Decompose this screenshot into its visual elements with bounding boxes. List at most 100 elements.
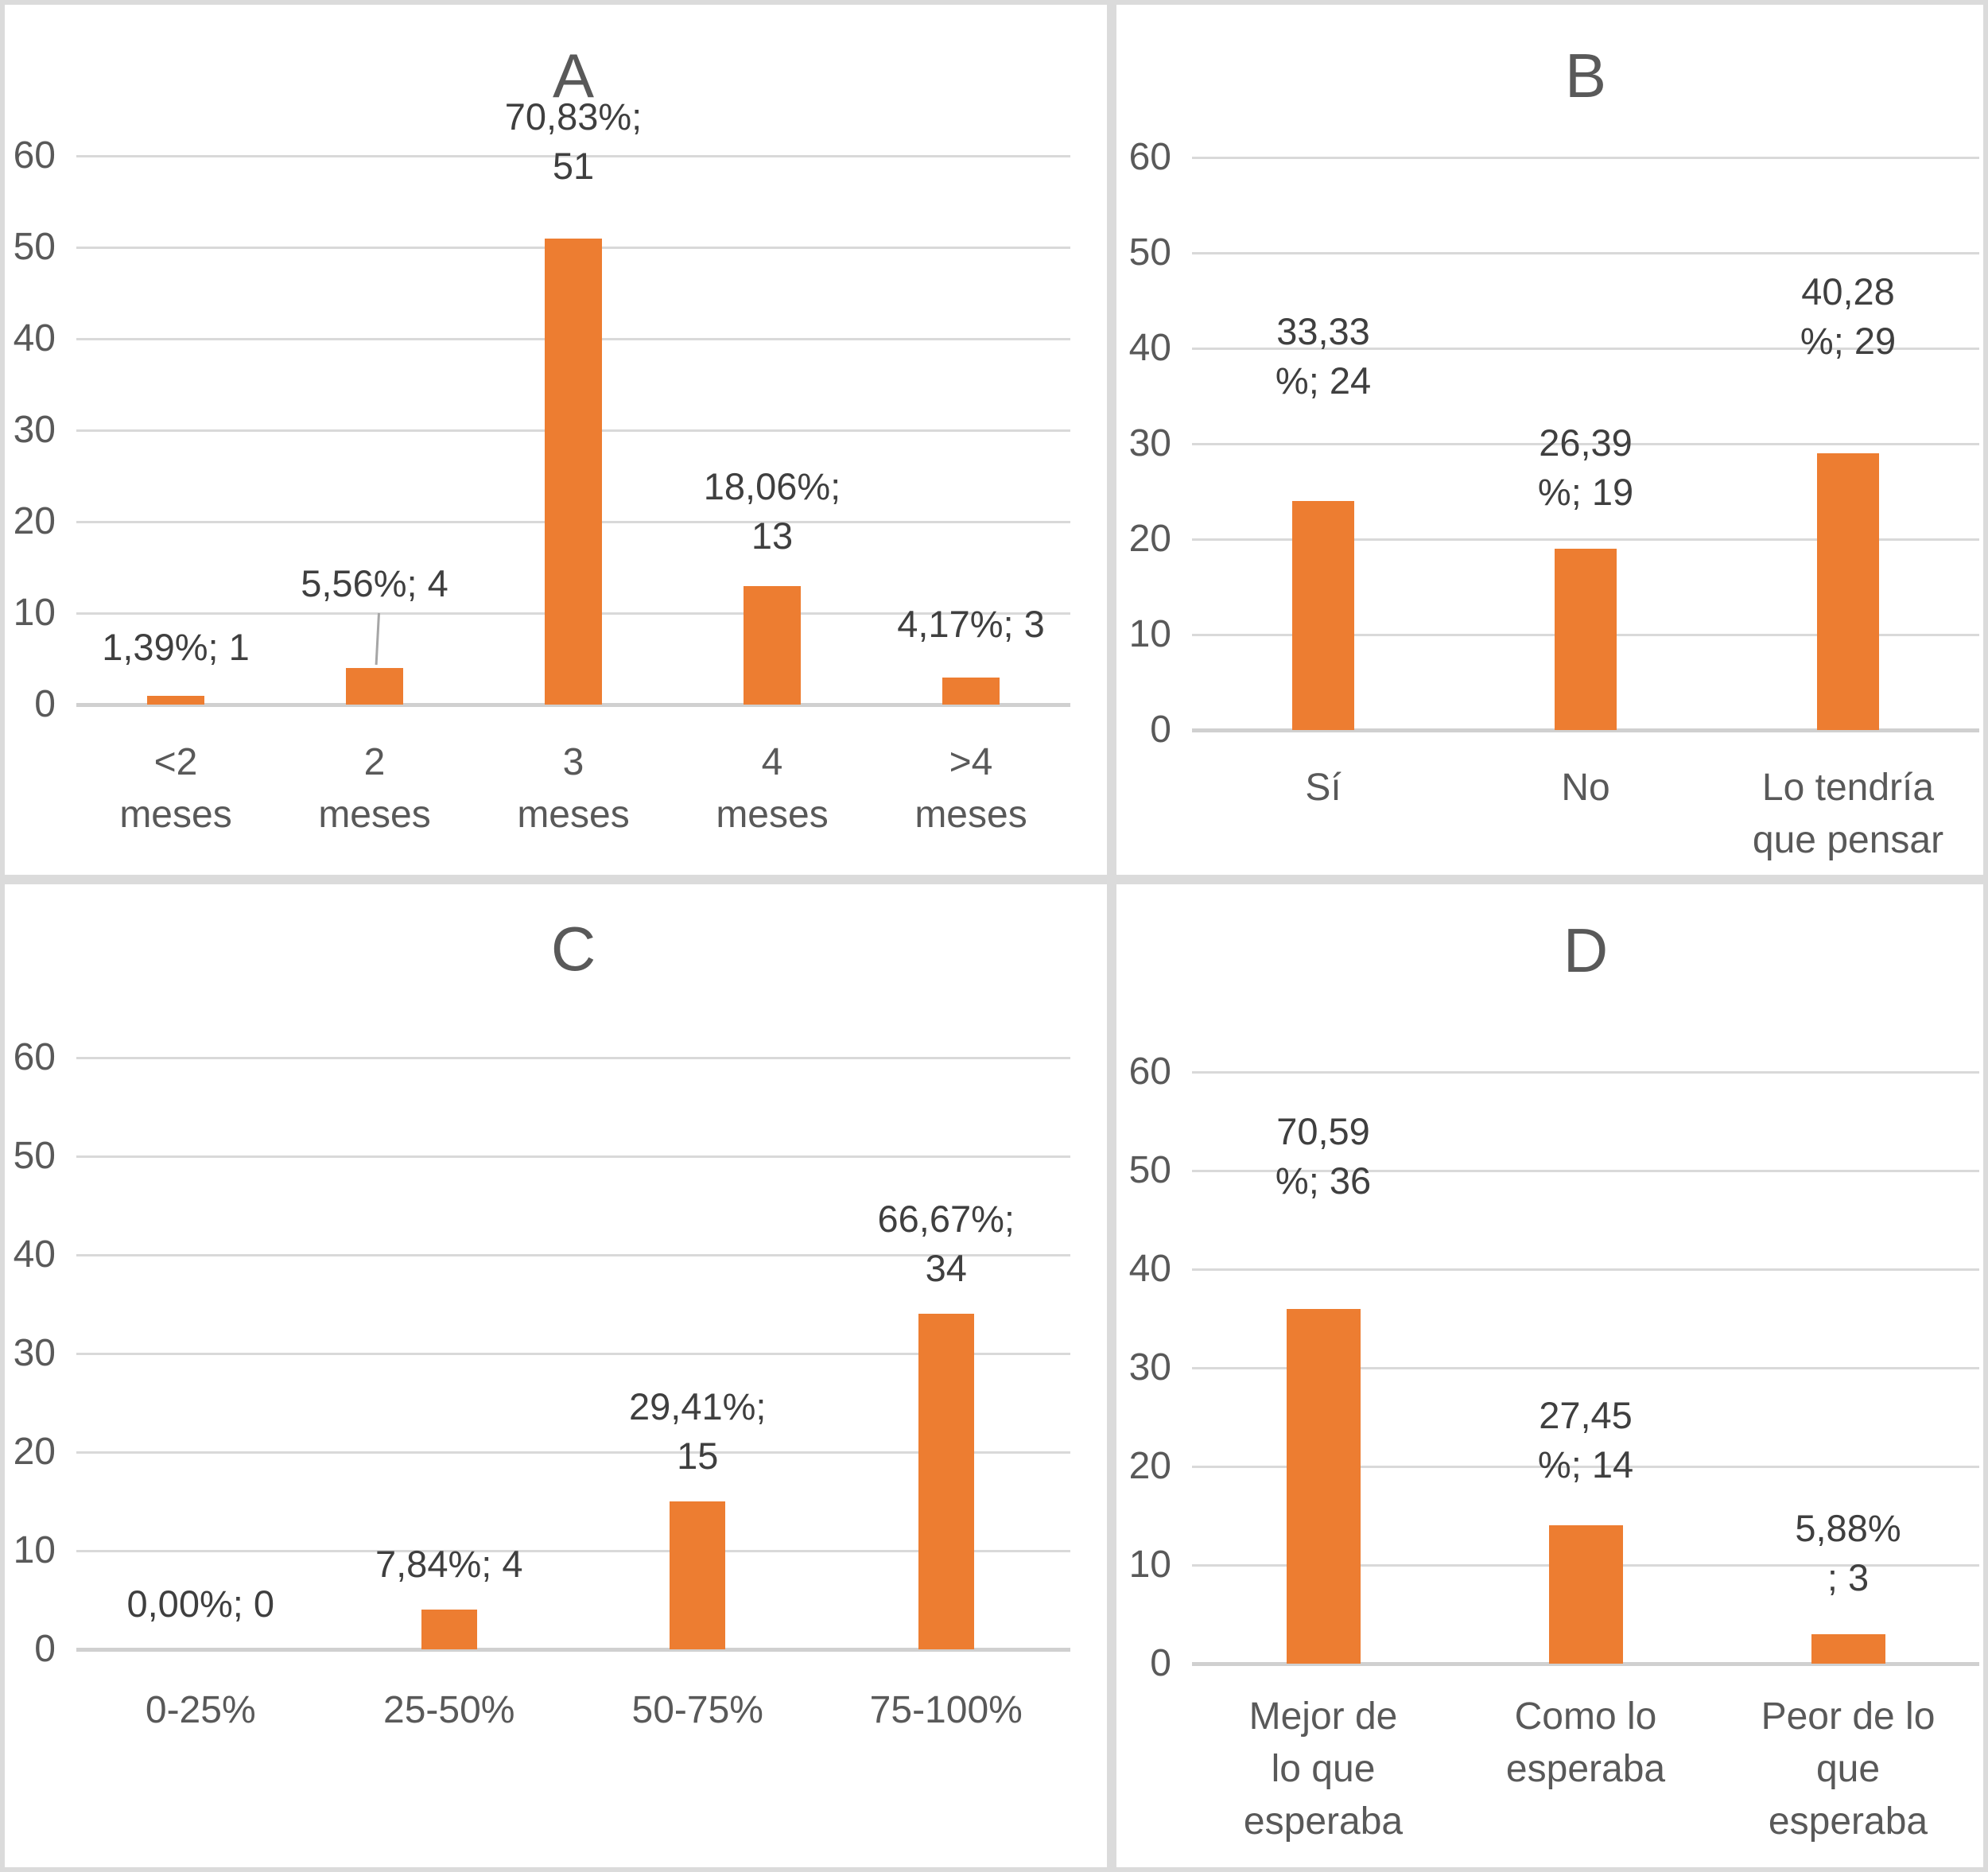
y-tick-label: 60 — [13, 134, 56, 177]
y-tick-label: 30 — [1128, 1346, 1171, 1388]
bar — [670, 1501, 726, 1649]
x-axis-label: Sí — [1305, 767, 1342, 809]
data-label: 5,88%; 3 — [1795, 1506, 1901, 1598]
bar — [1548, 1525, 1623, 1664]
data-label: 40,28%; 29 — [1800, 270, 1897, 362]
plot-area-d: 0 10 20 30 40 50 60 70,59%; 36 Mejor de lo que esp… — [1116, 884, 1983, 1867]
plot-area-c: 0 10 20 30 40 50 60 0,00%; 0 0-25% 7,84%; 4 25-50%… — [5, 884, 1107, 1867]
plot-area-a: 0 10 20 30 40 50 60 1,39%; 1 <2 meses 5,56%; 4 2 mes… — [5, 5, 1107, 875]
data-label: 70,83%; 51 — [504, 95, 643, 187]
data-label: 29,41%; 15 — [629, 1385, 767, 1477]
bar — [346, 668, 403, 705]
chart-title-c: C — [550, 914, 596, 984]
x-axis-label: Peor de lo que esperaba — [1761, 1695, 1936, 1843]
x-axis-label: 25-50% — [383, 1689, 515, 1731]
data-label: 33,33%; 24 — [1275, 310, 1372, 402]
y-tick-label: 10 — [1128, 613, 1171, 655]
x-axis-line — [76, 703, 1070, 707]
gridline — [1192, 1466, 1979, 1468]
gridline — [76, 1353, 1070, 1355]
bar — [918, 1314, 974, 1649]
y-tick-label: 30 — [13, 1332, 56, 1374]
y-tick-label: 20 — [1128, 1445, 1171, 1487]
y-tick-label: 40 — [1128, 327, 1171, 369]
gridline — [1192, 1367, 1979, 1369]
y-tick-label: 0 — [34, 1628, 56, 1670]
chart-title-b: B — [1564, 41, 1607, 111]
y-tick-label: 60 — [13, 1036, 56, 1078]
gridline — [76, 1057, 1070, 1059]
x-axis-label: No — [1561, 767, 1610, 809]
x-axis-label: Como lo esperaba — [1505, 1695, 1666, 1790]
y-tick-label: 40 — [1128, 1248, 1171, 1290]
data-label: 70,59%; 36 — [1275, 1109, 1372, 1202]
chart-panel-c: C 0 10 20 30 40 50 60 0,00%; 0 0-25% 7,84%; 4 25-5… — [0, 880, 1112, 1872]
y-tick-label: 50 — [1128, 231, 1171, 274]
chart-panel-b: B 0 10 20 30 40 50 60 33,33%; 24 Sí 26,39%; 19 No 4… — [1112, 0, 1988, 880]
y-tick-label: 40 — [13, 317, 56, 359]
data-label: 7,84%; 4 — [375, 1543, 523, 1586]
y-tick-label: 50 — [13, 226, 56, 268]
chart-panel-d: D 0 10 20 30 40 50 60 70,59%; 36 Mejor de lo que e… — [1112, 880, 1988, 1872]
x-axis-label: 50-75% — [631, 1689, 763, 1731]
data-label: 0,00%; 0 — [126, 1583, 275, 1625]
gridline — [1192, 1170, 1979, 1172]
x-axis-label: >4 meses — [914, 741, 1027, 836]
y-tick-label: 50 — [13, 1135, 56, 1177]
gridline — [76, 1451, 1070, 1454]
x-axis-label: 0-25% — [145, 1689, 256, 1731]
x-axis-label: 3 meses — [517, 741, 630, 836]
data-label: 27,45%; 14 — [1537, 1394, 1634, 1486]
bar — [1286, 1308, 1361, 1664]
x-axis-line — [76, 1648, 1070, 1652]
gridline — [76, 155, 1070, 157]
y-tick-label: 10 — [13, 592, 56, 634]
y-tick-label: 30 — [1128, 422, 1171, 464]
data-label: 5,56%; 4 — [301, 562, 448, 604]
y-tick-label: 50 — [1128, 1149, 1171, 1191]
y-tick-label: 40 — [13, 1233, 56, 1276]
chart-title-a: A — [552, 41, 595, 111]
gridline — [1192, 348, 1979, 350]
x-axis-label: 75-100% — [869, 1689, 1023, 1731]
y-tick-label: 0 — [34, 683, 56, 725]
data-label: 66,67%; 34 — [877, 1198, 1015, 1290]
x-axis-label: <2 meses — [119, 741, 232, 836]
data-label: 18,06%; 13 — [703, 464, 841, 557]
x-axis-label: Lo tendría que pensar — [1752, 767, 1944, 861]
x-axis-line — [1192, 1662, 1979, 1666]
y-tick-label: 0 — [1150, 1642, 1171, 1684]
data-label: 26,39%; 19 — [1537, 421, 1634, 513]
y-tick-label: 20 — [13, 1431, 56, 1473]
gridline — [1192, 1071, 1979, 1074]
bar — [1811, 1633, 1885, 1664]
bar — [942, 677, 1000, 705]
bar — [1817, 453, 1879, 730]
y-tick-label: 60 — [1128, 136, 1171, 178]
gridline — [1192, 157, 1979, 159]
chart-title-d: D — [1563, 915, 1609, 985]
bar — [545, 238, 602, 705]
gridline — [1192, 538, 1979, 541]
y-tick-label: 0 — [1150, 709, 1171, 751]
gridline — [1192, 252, 1979, 254]
bar — [1292, 501, 1354, 730]
gridline — [76, 1550, 1070, 1552]
y-tick-label: 60 — [1128, 1051, 1171, 1093]
x-axis-label: 2 meses — [318, 741, 431, 836]
bar — [744, 585, 801, 705]
bar — [1555, 549, 1617, 730]
data-label: 1,39%; 1 — [102, 625, 250, 668]
y-tick-label: 20 — [13, 500, 56, 542]
bar — [147, 695, 204, 705]
y-tick-label: 10 — [13, 1529, 56, 1571]
x-axis-line — [1192, 728, 1979, 732]
gridline — [1192, 443, 1979, 445]
plot-area-b: 0 10 20 30 40 50 60 33,33%; 24 Sí 26,39%; 19 No 40,… — [1116, 5, 1983, 875]
y-tick-label: 30 — [13, 409, 56, 451]
data-label: 4,17%; 3 — [897, 602, 1045, 645]
bar — [421, 1610, 477, 1649]
gridline — [76, 1155, 1070, 1158]
